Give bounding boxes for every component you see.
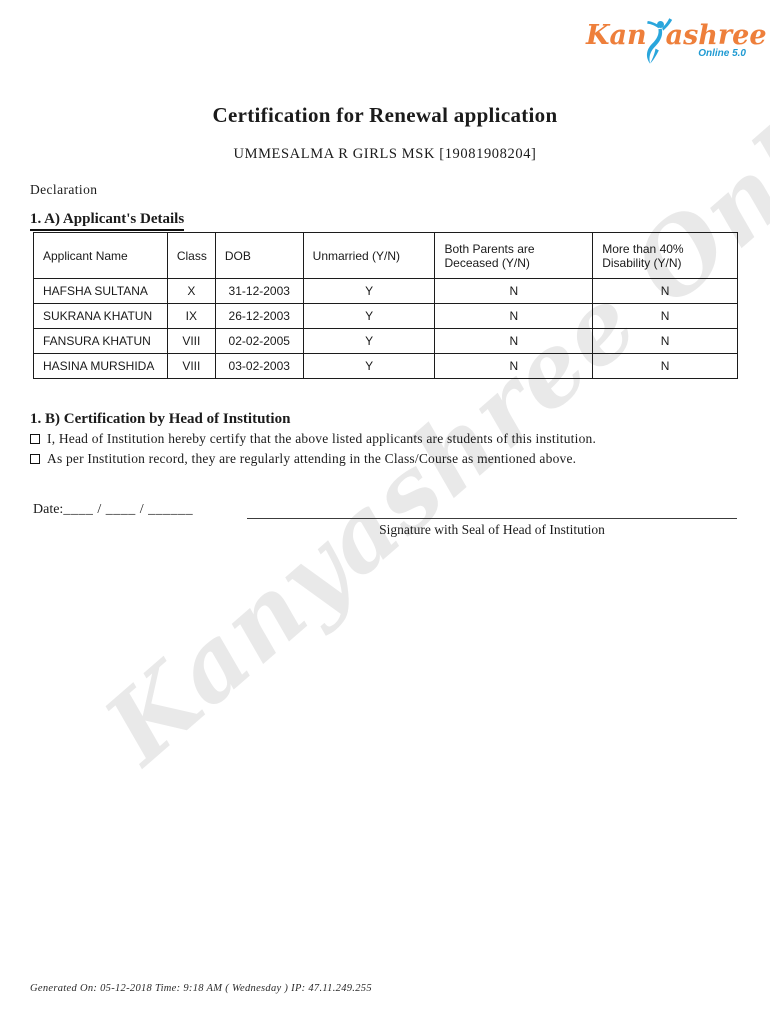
- logo-text-ashree: ashree: [665, 20, 767, 51]
- cell-applicant-name: HASINA MURSHIDA: [33, 353, 168, 379]
- logo-text-kan: Kan: [586, 20, 647, 51]
- cell-disability: N: [592, 328, 738, 354]
- section-b-heading: 1. B) Certification by Head of Instituti…: [30, 411, 291, 427]
- signature-caption: Signature with Seal of Head of Instituti…: [379, 522, 605, 537]
- cell-dob: 31-12-2003: [214, 278, 304, 304]
- date-label: Date:: [33, 502, 64, 517]
- col-header-applicant-name: Applicant Name: [33, 232, 168, 279]
- cell-applicant-name: SUKRANA KHATUN: [33, 303, 168, 329]
- cell-applicant-name: FANSURA KHATUN: [33, 328, 168, 354]
- cell-unmarried: Y: [302, 328, 436, 354]
- cell-parents-deceased: N: [434, 278, 594, 304]
- col-header-dob: DOB: [214, 232, 304, 279]
- table-row: SUKRANA KHATUN IX 26-12-2003 Y N N: [33, 303, 738, 329]
- cell-unmarried: Y: [302, 278, 436, 304]
- cell-class: IX: [166, 303, 216, 329]
- cell-parents-deceased: N: [434, 303, 594, 329]
- cell-unmarried: Y: [302, 303, 436, 329]
- signature-line: [247, 500, 737, 519]
- page-title: Certification for Renewal application: [212, 103, 558, 127]
- table-row: FANSURA KHATUN VIII 02-02-2005 Y N N: [33, 328, 738, 354]
- section-a-heading: 1. A) Applicant's Details: [30, 211, 185, 231]
- cell-unmarried: Y: [302, 353, 436, 379]
- col-header-parents-deceased: Both Parents are Deceased (Y/N): [434, 232, 594, 279]
- cell-disability: N: [592, 303, 738, 329]
- certification-statement-2-text: As per Institution record, they are regu…: [47, 451, 577, 466]
- cell-dob: 03-02-2003: [214, 353, 304, 379]
- logo-tagline: Online 5.0: [698, 48, 746, 59]
- certification-statement-2: As per Institution record, they are regu…: [30, 451, 576, 467]
- cell-dob: 02-02-2005: [214, 328, 304, 354]
- applicants-table: Applicant Name Class DOB Unmarried (Y/N)…: [33, 232, 738, 379]
- cell-class: VIII: [166, 328, 216, 354]
- date-blanks: ____ / ____ / ______: [63, 502, 194, 517]
- certification-statement-1: I, Head of Institution hereby certify th…: [30, 431, 596, 447]
- table-header-row: Applicant Name Class DOB Unmarried (Y/N)…: [33, 232, 738, 279]
- checkbox-icon[interactable]: [30, 454, 40, 464]
- institution-name: UMMESALMA R GIRLS MSK [19081908204]: [233, 146, 537, 162]
- cell-parents-deceased: N: [434, 328, 594, 354]
- col-header-unmarried: Unmarried (Y/N): [302, 232, 436, 279]
- cell-parents-deceased: N: [434, 353, 594, 379]
- cell-class: X: [166, 278, 216, 304]
- cell-disability: N: [592, 353, 738, 379]
- table-row: HAFSHA SULTANA X 31-12-2003 Y N N: [33, 278, 738, 304]
- checkbox-icon[interactable]: [30, 434, 40, 444]
- cell-disability: N: [592, 278, 738, 304]
- generated-footer: Generated On: 05-12-2018 Time: 9:18 AM (…: [30, 983, 372, 994]
- cell-dob: 26-12-2003: [214, 303, 304, 329]
- cell-class: VIII: [166, 353, 216, 379]
- col-header-class: Class: [166, 232, 216, 279]
- dancer-figure-icon: [646, 18, 672, 64]
- date-field: Date:____ / ____ / ______: [33, 502, 193, 518]
- certification-statement-1-text: I, Head of Institution hereby certify th…: [47, 431, 597, 446]
- declaration-label: Declaration: [30, 182, 98, 197]
- table-row: HASINA MURSHIDA VIII 03-02-2003 Y N N: [33, 353, 738, 379]
- cell-applicant-name: HAFSHA SULTANA: [33, 278, 168, 304]
- col-header-disability: More than 40% Disability (Y/N): [592, 232, 738, 279]
- brand-logo: Kan ashree Online 5.0: [586, 18, 767, 64]
- section-a-heading-text: 1. A) Applicant's Details: [30, 211, 185, 231]
